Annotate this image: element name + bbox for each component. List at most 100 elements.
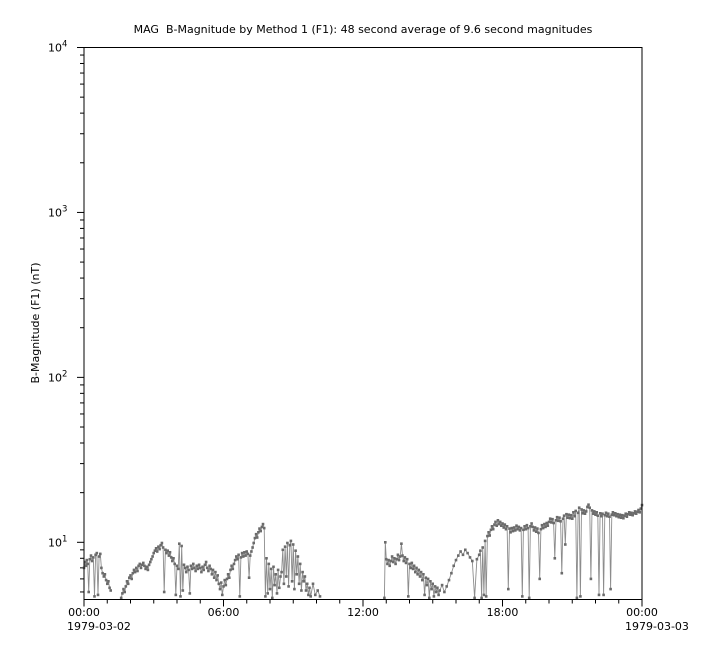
data-point bbox=[203, 563, 207, 567]
data-point bbox=[237, 553, 240, 557]
data-point bbox=[216, 574, 219, 577]
data-point bbox=[251, 546, 254, 549]
data-point bbox=[419, 570, 423, 574]
data-point bbox=[189, 564, 193, 568]
x-start-date-label: 1979-03-02 bbox=[67, 620, 131, 633]
data-point bbox=[259, 529, 262, 533]
data-point bbox=[532, 529, 536, 532]
data-point bbox=[289, 539, 293, 543]
data-point bbox=[503, 523, 507, 526]
data-point bbox=[558, 516, 561, 519]
data-point bbox=[267, 562, 271, 566]
data-point bbox=[565, 512, 568, 516]
data-point bbox=[484, 595, 488, 598]
data-point bbox=[89, 554, 93, 557]
data-point bbox=[172, 557, 175, 560]
x-tick-label: 12:00 bbox=[347, 606, 379, 619]
data-point bbox=[509, 531, 512, 534]
data-point bbox=[555, 515, 559, 519]
data-point bbox=[147, 563, 151, 567]
data-point bbox=[612, 513, 616, 517]
data-point bbox=[423, 593, 426, 597]
data-point bbox=[436, 586, 439, 590]
y-tick-label: 101 bbox=[48, 534, 67, 549]
data-point bbox=[162, 590, 166, 594]
data-point bbox=[207, 569, 210, 573]
data-point bbox=[425, 583, 429, 587]
data-point bbox=[274, 573, 278, 576]
data-point bbox=[221, 593, 224, 597]
data-point bbox=[180, 544, 183, 548]
data-point bbox=[86, 562, 89, 566]
data-point bbox=[586, 505, 589, 509]
data-point bbox=[630, 511, 633, 515]
data-point bbox=[497, 522, 501, 526]
data-point bbox=[547, 520, 551, 524]
data-point bbox=[594, 513, 597, 516]
data-point bbox=[211, 568, 215, 572]
data-point bbox=[611, 511, 615, 514]
data-point bbox=[130, 577, 133, 581]
data-point bbox=[266, 592, 269, 595]
data-point bbox=[273, 583, 276, 587]
data-point bbox=[268, 587, 272, 591]
data-series bbox=[82, 503, 644, 600]
data-point bbox=[214, 570, 217, 574]
data-point bbox=[253, 536, 257, 540]
data-point bbox=[250, 550, 253, 553]
data-point bbox=[281, 548, 285, 552]
data-point bbox=[258, 527, 261, 530]
y-tick-label: 103 bbox=[48, 204, 67, 219]
data-point bbox=[295, 573, 298, 576]
data-point bbox=[296, 555, 300, 558]
x-tick-label: 06:00 bbox=[208, 606, 240, 619]
data-point bbox=[230, 564, 233, 568]
data-point bbox=[494, 520, 497, 524]
data-point bbox=[600, 514, 603, 518]
data-point bbox=[175, 564, 179, 568]
data-point bbox=[616, 512, 619, 516]
data-point bbox=[182, 563, 186, 567]
data-point bbox=[103, 573, 107, 576]
data-point bbox=[490, 525, 494, 528]
data-point bbox=[553, 557, 557, 560]
data-point bbox=[515, 524, 518, 527]
data-point bbox=[388, 564, 391, 568]
data-point bbox=[179, 595, 182, 598]
data-point bbox=[598, 512, 602, 515]
data-point bbox=[477, 553, 481, 557]
data-point bbox=[84, 564, 88, 568]
data-point bbox=[618, 513, 622, 516]
data-point bbox=[574, 509, 577, 513]
data-point bbox=[524, 527, 528, 531]
data-point bbox=[143, 564, 146, 568]
data-point bbox=[633, 510, 637, 513]
data-point bbox=[629, 513, 632, 516]
data-point bbox=[265, 557, 268, 560]
data-point bbox=[153, 549, 157, 552]
data-point bbox=[290, 580, 294, 583]
data-point bbox=[543, 522, 546, 526]
data-point bbox=[100, 566, 103, 570]
data-point bbox=[576, 511, 580, 515]
data-point bbox=[294, 549, 297, 552]
data-point bbox=[590, 509, 594, 512]
data-point bbox=[397, 558, 401, 562]
data-point bbox=[533, 526, 537, 529]
data-point bbox=[167, 554, 171, 557]
data-point bbox=[99, 552, 102, 556]
data-point bbox=[219, 581, 223, 584]
x-end-date-label: 1979-03-03 bbox=[625, 620, 689, 633]
data-point bbox=[500, 524, 503, 527]
data-point bbox=[504, 527, 508, 531]
data-point bbox=[205, 566, 209, 570]
data-point bbox=[139, 566, 143, 570]
data-point bbox=[269, 567, 273, 571]
data-point bbox=[107, 580, 110, 583]
data-point bbox=[283, 545, 287, 548]
data-point bbox=[96, 593, 100, 597]
data-point bbox=[522, 528, 525, 532]
data-point bbox=[159, 543, 162, 547]
data-point bbox=[595, 511, 598, 514]
data-point bbox=[579, 595, 582, 598]
